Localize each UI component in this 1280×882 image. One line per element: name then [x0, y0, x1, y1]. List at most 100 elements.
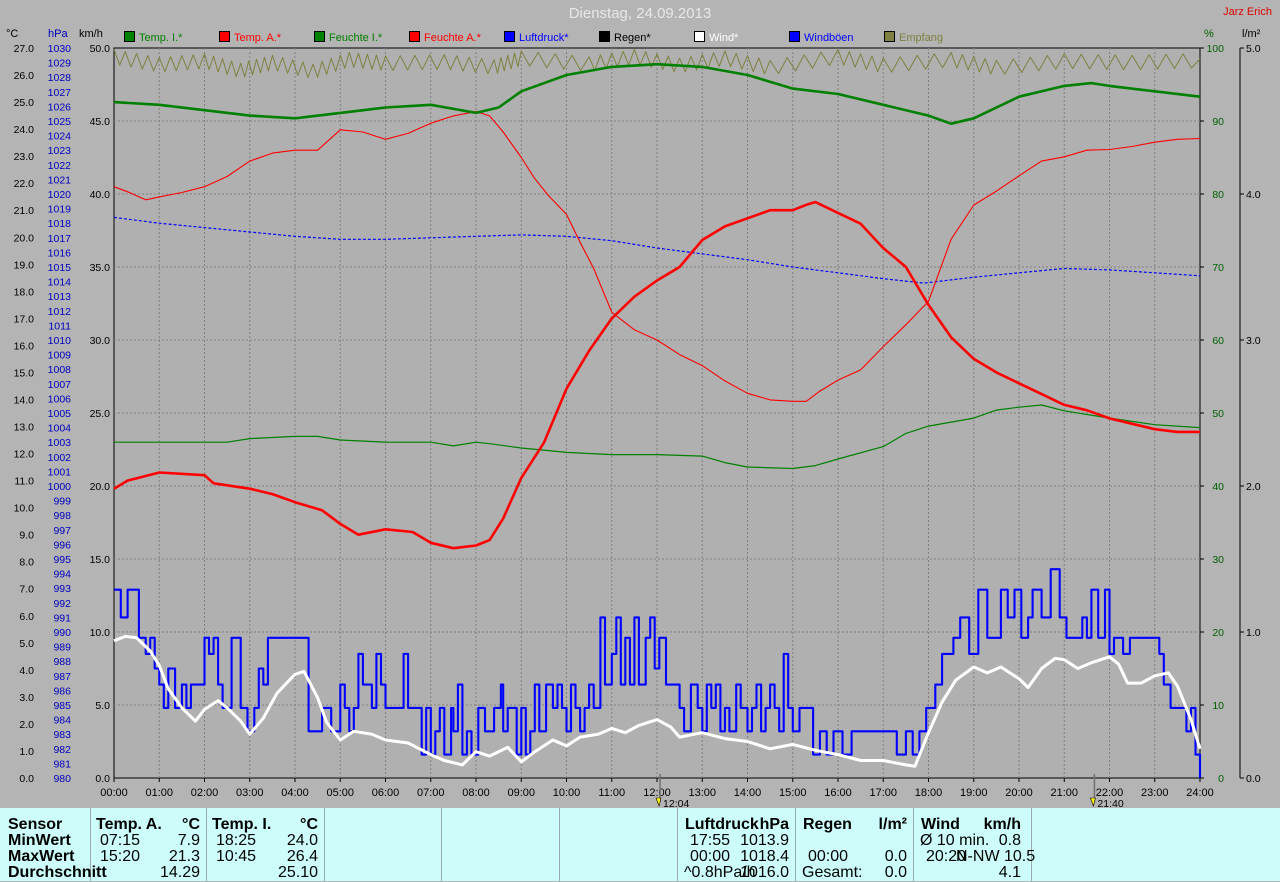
wind-tick-label: 0.0 — [95, 773, 110, 785]
pressure-tick-label: 993 — [53, 583, 71, 595]
pressure-tick-label: 981 — [53, 758, 71, 770]
x-tick-label: 04:00 — [281, 787, 309, 799]
stats-pressure-unit: hPa — [759, 816, 789, 833]
wind-tick-label: 40.0 — [90, 189, 111, 201]
wind-tick-label: 30.0 — [90, 335, 111, 347]
pressure-tick-label: 1021 — [48, 174, 72, 186]
legend-item[interactable]: Feuchte I.* — [314, 31, 382, 44]
x-tick-label: 16:00 — [824, 787, 852, 799]
pressure-tick-label: 1010 — [48, 335, 72, 347]
x-tick-label: 13:00 — [688, 787, 716, 799]
pressure-tick-label: 990 — [53, 627, 71, 639]
humidity-tick-label: 90 — [1212, 116, 1224, 128]
stats-rain-total-value: 0.0 — [884, 864, 907, 881]
pressure-tick-label: 1020 — [48, 189, 72, 201]
weather-chart: 00:00 01:00 02:00 03:00 04:00 05:00 06:00 07:00… — [13, 43, 1261, 808]
stats-divider — [913, 808, 914, 881]
legend-item[interactable]: Feuchte A.* — [409, 31, 481, 44]
series-line-empfang — [113, 49, 1201, 79]
stats-temp-a-title: Temp. A. — [96, 816, 162, 833]
unit-temp: °C — [6, 28, 19, 40]
x-tick-label: 24:00 — [1186, 787, 1214, 799]
pressure-tick-label: 1028 — [48, 72, 72, 84]
pressure-tick-label: 1014 — [48, 277, 72, 289]
pressure-tick-label: 1005 — [48, 408, 72, 420]
stats-temp-i-avg-value: 25.10 — [277, 864, 318, 881]
stats-temp-a-unit: °C — [182, 816, 200, 833]
stats-wind-max-time: 20:20 — [926, 848, 967, 865]
page-title: Dienstag, 24.09.2013 — [568, 5, 712, 22]
x-tick-label: 03:00 — [236, 787, 264, 799]
stats-temp-i-unit: °C — [300, 816, 318, 833]
temp-tick-label: 11.0 — [14, 476, 34, 488]
pressure-tick-label: 1013 — [48, 291, 72, 303]
humidity-tick-label: 40 — [1212, 481, 1224, 493]
temp-tick-label: 27.0 — [14, 43, 35, 55]
stats-pressure-max-time: 00:00 — [690, 848, 731, 865]
pressure-tick-label: 1024 — [48, 131, 72, 143]
pressure-tick-label: 1000 — [48, 481, 72, 493]
pressure-tick-label: 985 — [53, 700, 71, 712]
stats-divider — [324, 808, 325, 881]
temp-tick-label: 1.0 — [19, 746, 34, 758]
legend-item[interactable]: Regen* — [599, 31, 651, 44]
series-line-tempi — [113, 62, 1201, 125]
pressure-tick-label: 1008 — [48, 364, 72, 376]
legend-label: Empfang — [899, 32, 944, 44]
legend-item[interactable]: Luftdruck* — [504, 31, 569, 44]
temp-tick-label: 10.0 — [14, 503, 35, 515]
stats-temp-i-min-time: 18:25 — [216, 832, 257, 849]
pressure-tick-label: 997 — [53, 525, 71, 537]
x-tick-label: 15:00 — [779, 787, 807, 799]
x-tick-label: 19:00 — [960, 787, 988, 799]
x-tick-label: 10:00 — [553, 787, 581, 799]
pressure-tick-label: 996 — [53, 539, 71, 551]
legend-label: Regen* — [614, 32, 651, 44]
stats-temp-i-max-value: 26.4 — [286, 848, 318, 865]
stats-rain-title: Regen — [803, 816, 852, 833]
pressure-tick-label: 986 — [53, 685, 71, 697]
x-tick-label: 12:00 — [643, 787, 671, 799]
pressure-tick-label: 999 — [53, 496, 71, 508]
humidity-tick-label: 50 — [1212, 408, 1224, 420]
pressure-tick-label: 991 — [53, 612, 71, 624]
legend-label: Feuchte I.* — [329, 32, 383, 44]
humidity-tick-label: 0 — [1218, 773, 1224, 785]
legend-item[interactable]: Wind* — [694, 31, 738, 44]
temp-tick-label: 6.0 — [19, 611, 34, 623]
stats-divider — [206, 808, 207, 881]
series-line-feuchtei — [114, 404, 1201, 470]
legend-item[interactable]: Temp. I.* — [124, 31, 182, 44]
stats-wind-unit: km/h — [983, 816, 1021, 833]
stats-row-max: MaxWert — [8, 848, 75, 865]
stats-divider — [441, 808, 442, 881]
humidity-tick-label: 10 — [1212, 700, 1224, 712]
humidity-tick-label: 30 — [1212, 554, 1224, 566]
time-marker-label: 21:40 — [1097, 798, 1123, 808]
stats-rain-max-time: 00:00 — [808, 848, 849, 865]
pressure-tick-label: 1027 — [48, 87, 72, 99]
legend-item[interactable]: Empfang — [884, 31, 943, 44]
legend-item[interactable]: Temp. A.* — [219, 31, 281, 44]
stats-temp-i-title: Temp. I. — [212, 816, 272, 833]
legend-label: Luftdruck* — [519, 32, 569, 44]
temp-tick-label: 14.0 — [14, 394, 35, 406]
x-tick-label: 08:00 — [462, 787, 490, 799]
legend-swatch — [409, 31, 420, 42]
pressure-tick-label: 1026 — [48, 101, 72, 113]
legend-label: Temp. I.* — [139, 32, 183, 44]
temp-tick-label: 17.0 — [14, 313, 35, 325]
rain-tick-label: 1.0 — [1246, 627, 1261, 639]
legend: Temp. I.* Temp. A.* Feuchte I.* Feuchte … — [0, 31, 1280, 45]
rain-tick-label: 2.0 — [1246, 481, 1261, 493]
pressure-tick-label: 1018 — [48, 218, 72, 230]
pressure-tick-label: 1011 — [48, 320, 71, 332]
humidity-tick-label: 80 — [1212, 189, 1224, 201]
legend-item[interactable]: Windböen — [789, 31, 854, 44]
unit-wind: km/h — [79, 28, 103, 40]
temp-tick-label: 9.0 — [19, 530, 34, 542]
rain-tick-label: 5.0 — [1246, 43, 1261, 55]
temp-tick-label: 7.0 — [19, 584, 34, 596]
stats-temp-a-max-time: 15:20 — [100, 848, 141, 865]
pressure-tick-label: 1003 — [48, 437, 72, 449]
